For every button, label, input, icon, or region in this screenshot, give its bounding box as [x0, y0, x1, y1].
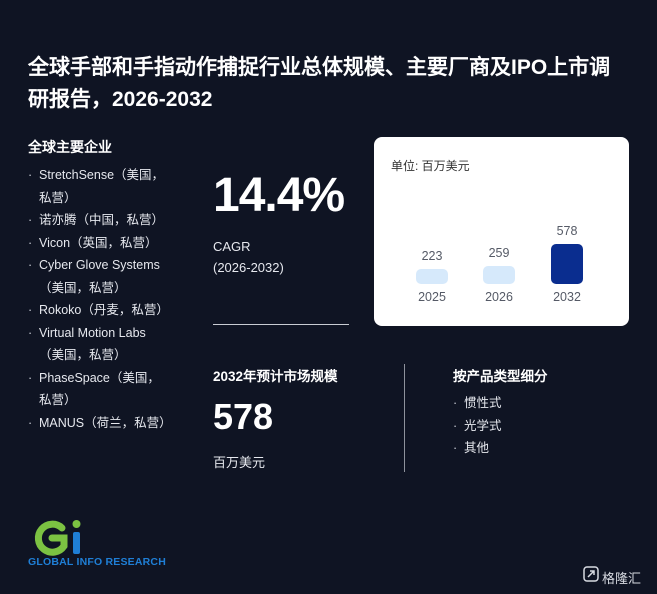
chart-bar-2025 [416, 269, 448, 284]
logo-text: GLOBAL INFO RESEARCH [28, 556, 166, 568]
chart-category-2032: 2032 [553, 290, 581, 304]
market-size-heading: 2032年预计市场规模 [213, 369, 338, 384]
segment-item: 惯性式 [453, 392, 502, 415]
global-info-research-logo: GLOBAL INFO RESEARCH [28, 518, 178, 570]
company-item: 诺亦腾（中国，私营） [28, 209, 168, 232]
company-list: StretchSense（美国，私营） 诺亦腾（中国，私营） Vicon（英国，… [28, 164, 172, 435]
chart-bar-value-2025: 223 [421, 249, 443, 263]
companies-heading: 全球主要企业 [28, 139, 112, 155]
company-item: Vicon（英国，私营） [28, 232, 168, 255]
market-size-chart-card: 单位: 百万美元 223 2025 259 2026 578 2032 [374, 137, 629, 326]
chart-bar-value-2032: 578 [556, 224, 578, 238]
company-item: StretchSense（美国，私营） [28, 164, 168, 209]
company-item: MANUS（荷兰，私营） [28, 412, 172, 435]
watermark-text: 格隆汇 [602, 571, 642, 586]
chart-bar-2032 [551, 244, 583, 284]
gi-logo-mark-icon [34, 520, 81, 556]
cagr-value: 14.4% [213, 169, 345, 222]
chart-bar-value-2026: 259 [488, 246, 510, 260]
chart-category-2025: 2025 [418, 290, 446, 304]
cagr-label-line2: (2026-2032) [213, 260, 284, 275]
segment-item: 光学式 [453, 415, 502, 438]
segment-heading: 按产品类型细分 [453, 369, 548, 384]
report-title: 全球手部和手指动作捕捉行业总体规模、主要厂商及IPO上市调研报告，2026-20… [28, 56, 611, 111]
cagr-label: CAGR (2026-2032) [213, 236, 284, 278]
chart-category-2026: 2026 [485, 290, 513, 304]
market-size-value: 578 [213, 396, 274, 437]
divider-vertical [404, 364, 405, 472]
chart-bar-2026 [483, 266, 515, 284]
divider-horizontal [213, 324, 349, 325]
company-item: PhaseSpace（美国，私营） [28, 367, 168, 412]
segment-item: 其他 [453, 437, 502, 460]
segment-list: 惯性式 光学式 其他 [453, 392, 502, 460]
cagr-label-line1: CAGR [213, 239, 251, 254]
gelonghui-logo-icon [583, 566, 599, 582]
company-item: Cyber Glove Systems（美国，私营） [28, 254, 168, 299]
company-item: Rokoko（丹麦，私营） [28, 299, 169, 322]
chart-unit-label: 单位: 百万美元 [391, 159, 470, 173]
company-item: Virtual Motion Labs（美国，私营） [28, 322, 168, 367]
market-size-unit: 百万美元 [213, 455, 266, 470]
